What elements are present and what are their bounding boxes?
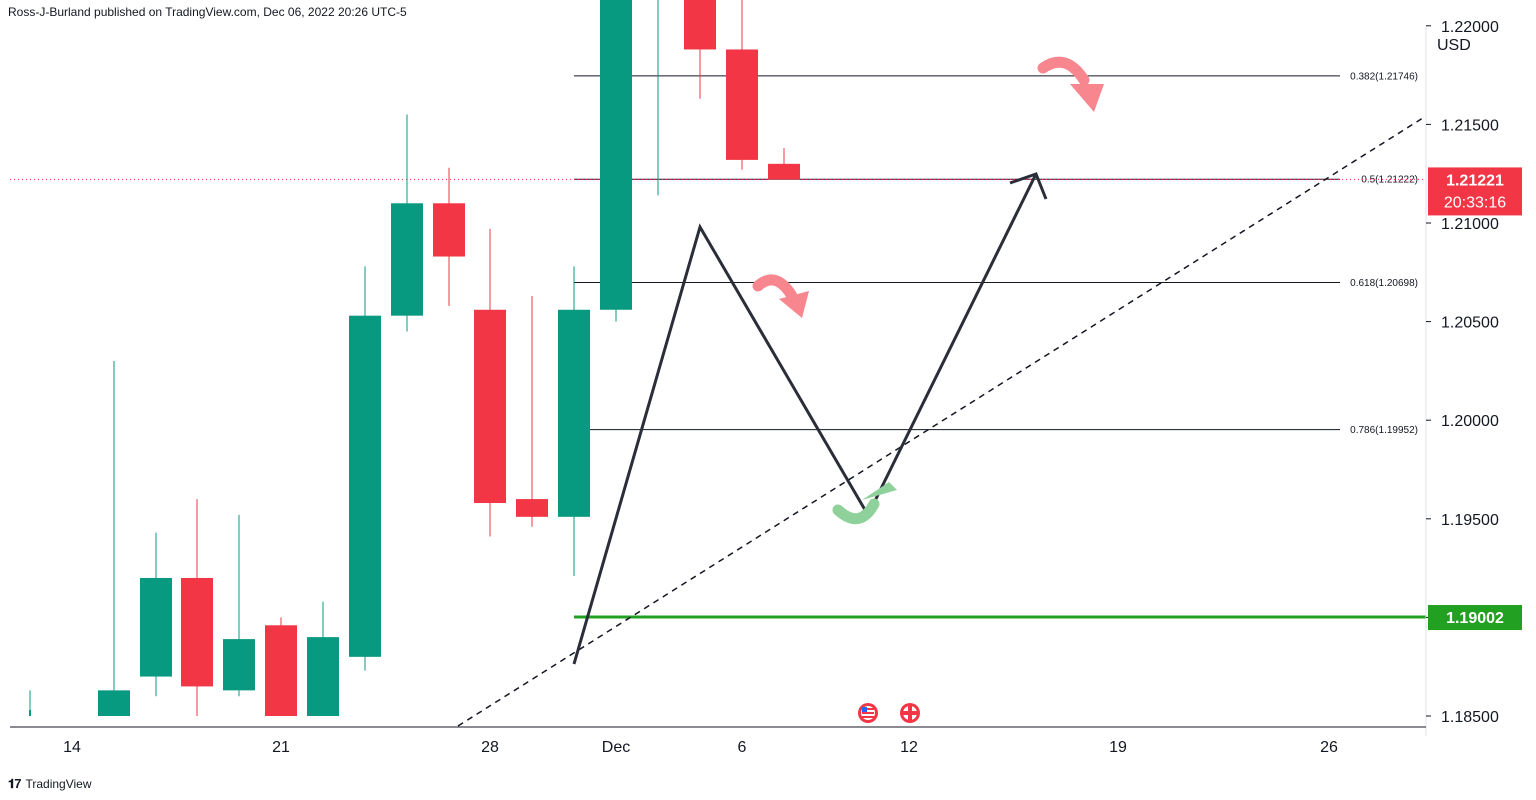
x-tick-label: 28 (481, 739, 499, 756)
us-flag-icon (858, 703, 878, 723)
candle-down (474, 228, 506, 537)
candle-body (181, 577, 213, 687)
candle-body (349, 315, 381, 657)
y-tick-label: 1.21000 (1441, 216, 1499, 233)
candle-body (29, 710, 31, 716)
candle-body (223, 639, 255, 691)
x-tick-label: 12 (900, 739, 918, 756)
y-tick-label: 1.22000 (1441, 19, 1499, 36)
candle-body (726, 49, 758, 160)
candle-up (223, 514, 255, 697)
trendline-layer (457, 115, 1427, 727)
fib-label: 0.786(1.19952) (1350, 425, 1418, 436)
red-arrow-mid-icon-curve (752, 274, 798, 302)
candle-down (684, 0, 716, 99)
red-arrow-top-icon (1037, 56, 1104, 112)
support-badge: 1.19002 (1428, 605, 1522, 631)
fib-label: 0.618(1.20698) (1350, 278, 1418, 289)
fib-label: 0.5(1.21222) (1361, 175, 1418, 186)
projection-arrowhead (1009, 172, 1048, 200)
us-flag-icon-stripe (862, 708, 874, 710)
published-text: Ross-J-Burland published on TradingView.… (8, 5, 407, 19)
support-badge-bg (1428, 605, 1522, 631)
us-flag-icon-canton (862, 707, 867, 712)
x-tick-label: 14 (63, 739, 81, 756)
candle-body (307, 637, 339, 716)
candle-down (768, 148, 800, 180)
red-arrow-top-icon-curve (1037, 56, 1090, 86)
x-tick-label: Dec (602, 739, 630, 756)
candle-down (433, 167, 465, 306)
candles-layer (29, 0, 800, 716)
candle-body (558, 309, 590, 517)
red-arrow-mid-icon (752, 274, 809, 318)
candle-body (433, 203, 465, 257)
footer: 𝟏7 TradingView (8, 776, 92, 792)
candle-down (181, 499, 213, 716)
candle-body (474, 309, 506, 504)
fib-label: 0.382(1.21746) (1350, 71, 1418, 82)
y-tick-label: 1.18500 (1441, 709, 1499, 726)
candle-body (265, 625, 297, 716)
candle-up (307, 601, 339, 716)
red-arrow-top-icon-head (1070, 84, 1104, 112)
candle-body (600, 0, 632, 310)
candle-up (140, 532, 172, 697)
fibonacci-layer: -0.272(1.24650)0(1.23442)0.382(1.21746)0… (574, 71, 1418, 436)
candle-down (726, 0, 758, 170)
current-price-badge-text: 1.21221 (1446, 172, 1504, 189)
us-flag-icon-stripe (862, 712, 874, 714)
y-tick-label: 1.20000 (1441, 413, 1499, 430)
projection-layer (572, 172, 1048, 665)
current-price-badge-countdown: 20:33:16 (1444, 194, 1506, 211)
candle-up (600, 0, 632, 322)
candle-up (657, 0, 659, 196)
red-arrow-mid-icon-head (779, 291, 809, 318)
footer-brand: TradingView (25, 777, 92, 791)
candle-body (140, 577, 172, 677)
candle-up (349, 266, 381, 671)
candle-up (391, 114, 423, 332)
trendline (457, 115, 1427, 727)
tradingview-logo-icon: 𝟏7 (8, 776, 22, 791)
y-tick-label: 1.19500 (1441, 512, 1499, 529)
current-price-badge-bg (1428, 167, 1522, 216)
levels-layer (10, 178, 1426, 619)
x-tick-label: 26 (1320, 739, 1338, 756)
annotation-arrows-layer (752, 56, 1104, 525)
projection-path (572, 173, 1038, 665)
candle-body (516, 499, 548, 517)
candle-up (558, 266, 590, 576)
uk-flag-icon-cross-v (908, 706, 912, 720)
green-arrow-icon (832, 482, 897, 525)
uk-flag-icon (900, 703, 920, 723)
event-icons-layer (858, 703, 920, 723)
x-tick-label: 19 (1109, 739, 1127, 756)
us-flag-icon-stripe (862, 716, 874, 718)
green-arrow-icon-curve (832, 498, 880, 525)
current-price-badge: 1.21221 20:33:16 (1428, 167, 1522, 216)
x-tick-label: 21 (272, 739, 290, 756)
candle-body (98, 690, 130, 716)
green-arrow-icon-head (862, 482, 897, 500)
candle-up (98, 361, 130, 716)
candle-down (265, 617, 297, 716)
candle-body (684, 0, 716, 50)
support-badge-text: 1.19002 (1446, 610, 1504, 627)
candle-up (29, 690, 31, 716)
publisher-header: Ross-J-Burland published on TradingView.… (8, 5, 407, 19)
candle-down (516, 295, 548, 527)
candle-body (768, 163, 800, 180)
x-tick-label: 6 (738, 739, 747, 756)
y-tick-label: 1.21500 (1441, 117, 1499, 134)
y-tick-label: 1.20500 (1441, 315, 1499, 332)
currency-label: USD (1437, 37, 1471, 54)
candle-body (391, 203, 423, 316)
